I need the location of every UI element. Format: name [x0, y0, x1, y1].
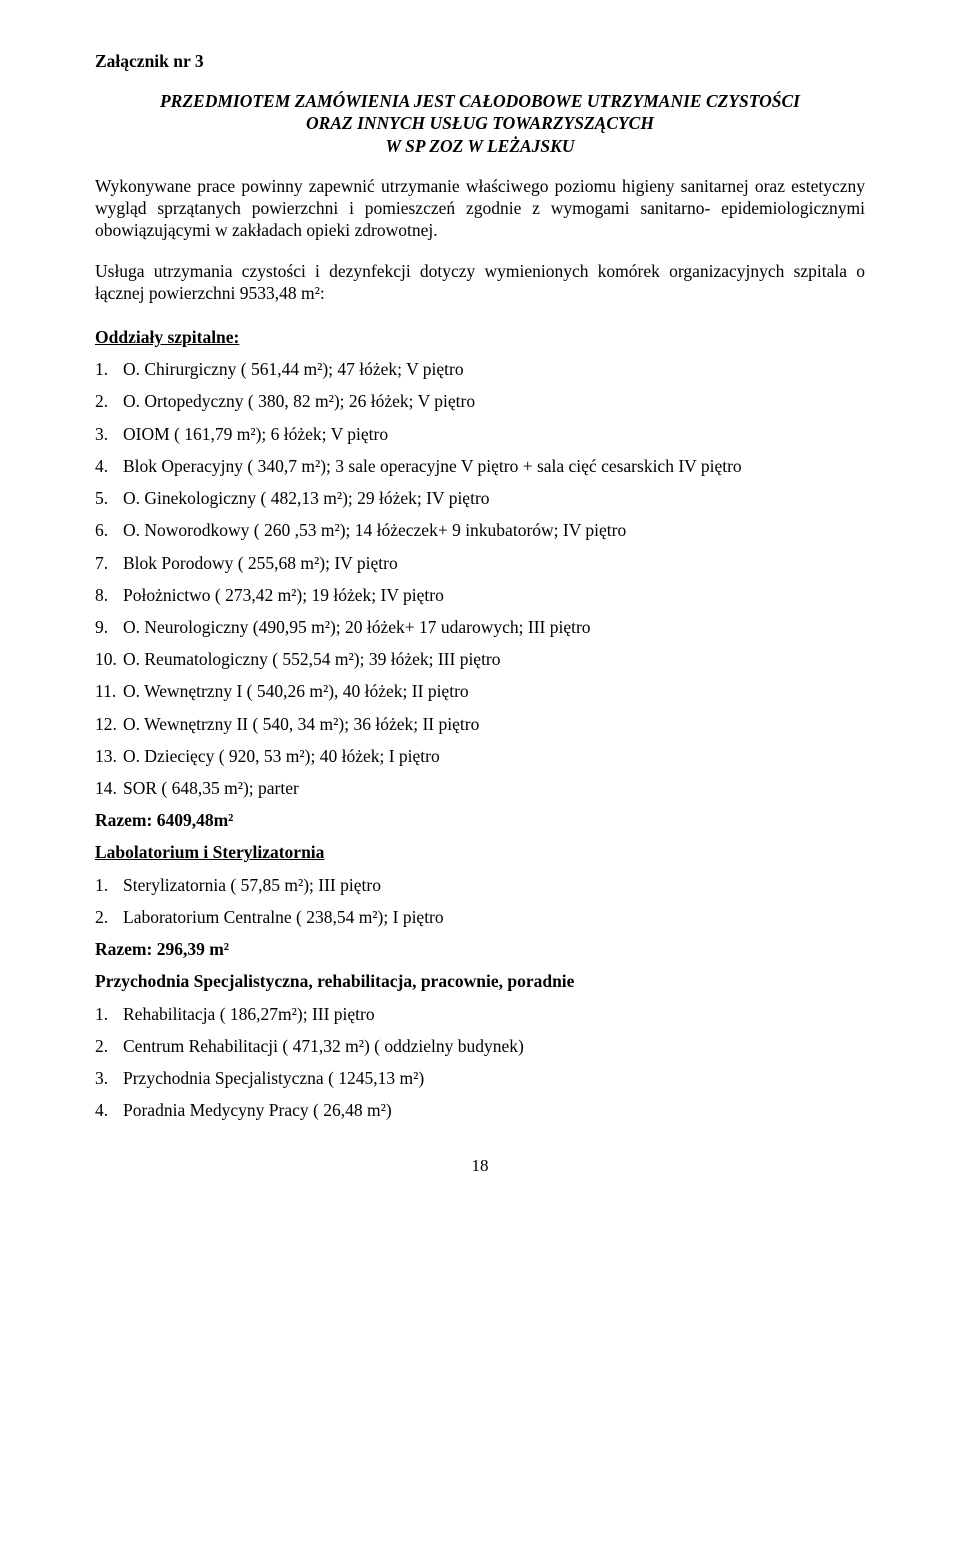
list-item: Sterylizatornia ( 57,85 m²); III piętro	[123, 874, 865, 896]
list-item: O. Reumatologiczny ( 552,54 m²); 39 łóże…	[123, 648, 865, 670]
list-item: O. Dziecięcy ( 920, 53 m²); 40 łóżek; I …	[123, 745, 865, 767]
list-item: O. Ortopedyczny ( 380, 82 m²); 26 łóżek;…	[123, 390, 865, 412]
intro-paragraph: Wykonywane prace powinny zapewnić utrzym…	[95, 175, 865, 242]
list-item: O. Wewnętrzny II ( 540, 34 m²); 36 łóżek…	[123, 713, 865, 735]
list-item: O. Noworodkowy ( 260 ,53 m²); 14 łóżecze…	[123, 519, 865, 541]
wards-list: O. Chirurgiczny ( 561,44 m²); 47 łóżek; …	[123, 358, 865, 799]
list-item: SOR ( 648,35 m²); parter	[123, 777, 865, 799]
page-number: 18	[95, 1155, 865, 1177]
list-item: O. Wewnętrzny I ( 540,26 m²), 40 łóżek; …	[123, 680, 865, 702]
list-item: O. Ginekologiczny ( 482,13 m²); 29 łóżek…	[123, 487, 865, 509]
attachment-label: Załącznik nr 3	[95, 50, 865, 72]
wards-total: Razem: 6409,48m²	[95, 809, 865, 831]
list-item: O. Neurologiczny (490,95 m²); 20 łóżek+ …	[123, 616, 865, 638]
wards-heading: Oddziały szpitalne:	[95, 326, 865, 348]
list-item: Blok Porodowy ( 255,68 m²); IV piętro	[123, 552, 865, 574]
lab-heading: Labolatorium i Sterylizatornia	[95, 841, 865, 863]
lab-list: Sterylizatornia ( 57,85 m²); III piętro …	[123, 874, 865, 928]
list-item: O. Chirurgiczny ( 561,44 m²); 47 łóżek; …	[123, 358, 865, 380]
title-line-2: ORAZ INNYCH USŁUG TOWARZYSZĄCYCH	[95, 112, 865, 134]
title-block: PRZEDMIOTEM ZAMÓWIENIA JEST CAŁODOBOWE U…	[95, 90, 865, 157]
clinic-list: Rehabilitacja ( 186,27m²); III piętro Ce…	[123, 1003, 865, 1122]
list-item: OIOM ( 161,79 m²); 6 łóżek; V piętro	[123, 423, 865, 445]
list-item: Rehabilitacja ( 186,27m²); III piętro	[123, 1003, 865, 1025]
title-line-3: W SP ZOZ W LEŻAJSKU	[95, 135, 865, 157]
list-item: Centrum Rehabilitacji ( 471,32 m²) ( odd…	[123, 1035, 865, 1057]
list-item: Laboratorium Centralne ( 238,54 m²); I p…	[123, 906, 865, 928]
title-line-1: PRZEDMIOTEM ZAMÓWIENIA JEST CAŁODOBOWE U…	[95, 90, 865, 112]
lab-total: Razem: 296,39 m²	[95, 938, 865, 960]
clinic-heading: Przychodnia Specjalistyczna, rehabilitac…	[95, 970, 865, 992]
list-item: Poradnia Medycyny Pracy ( 26,48 m²)	[123, 1099, 865, 1121]
list-item: Przychodnia Specjalistyczna ( 1245,13 m²…	[123, 1067, 865, 1089]
list-item: Blok Operacyjny ( 340,7 m²); 3 sale oper…	[123, 455, 865, 477]
list-item: Położnictwo ( 273,42 m²); 19 łóżek; IV p…	[123, 584, 865, 606]
service-paragraph: Usługa utrzymania czystości i dezynfekcj…	[95, 260, 865, 304]
